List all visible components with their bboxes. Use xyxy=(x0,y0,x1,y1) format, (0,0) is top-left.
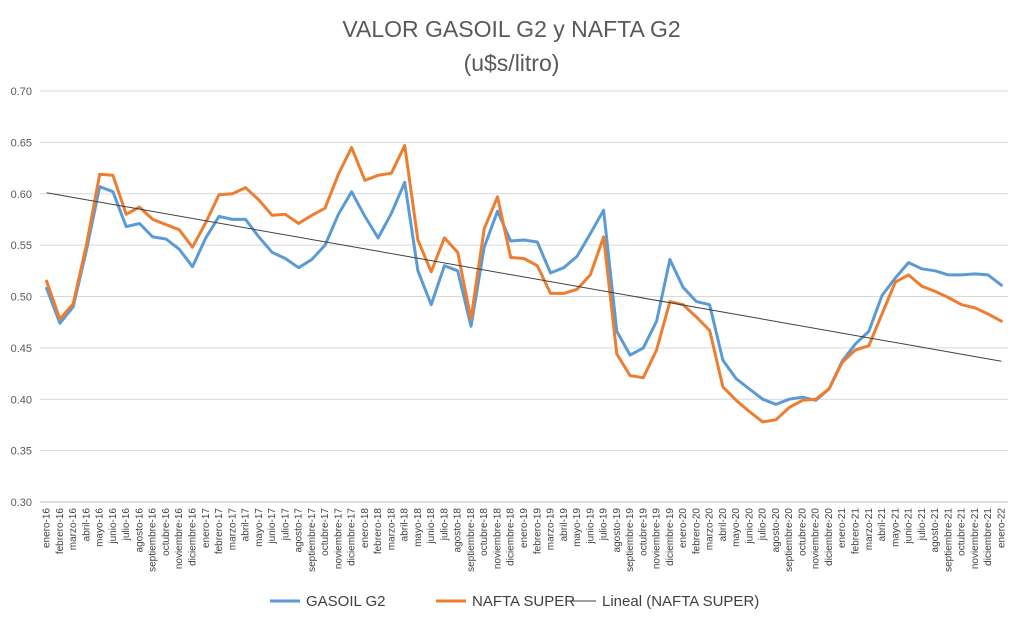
x-tick-label: mayo-17 xyxy=(254,508,265,547)
y-tick-label: 0.65 xyxy=(11,137,32,149)
y-tick-label: 0.50 xyxy=(11,292,32,304)
x-tick-label: noviembre-16 xyxy=(174,508,185,570)
x-tick-label: diciembre-19 xyxy=(665,508,676,566)
x-tick-label: junio-19 xyxy=(585,508,596,545)
x-tick-label: enero-22 xyxy=(996,508,1007,548)
series-line xyxy=(45,180,1003,406)
x-tick-label: agosto-21 xyxy=(930,508,941,553)
x-tick-label: mayo-19 xyxy=(572,508,583,547)
x-tick-label: abril-18 xyxy=(400,508,411,542)
x-tick-label: junio-16 xyxy=(108,508,119,545)
x-tick-label: enero-17 xyxy=(201,508,212,548)
x-tick-label: julio-16 xyxy=(121,508,132,542)
x-tick-label: diciembre-16 xyxy=(187,508,198,566)
x-tick-label: marzo-19 xyxy=(546,508,557,551)
x-tick-label: diciembre-21 xyxy=(983,508,994,566)
x-tick-label: septiembre-17 xyxy=(307,508,318,572)
legend-label: Lineal (NAFTA SUPER) xyxy=(602,593,759,610)
x-tick-label: septiembre-18 xyxy=(466,508,477,572)
x-tick-label: febrero-16 xyxy=(55,508,66,555)
trend-line xyxy=(46,192,1002,362)
x-tick-label: abril-17 xyxy=(241,508,252,542)
x-tick-label: septiembre-19 xyxy=(625,508,636,572)
x-tick-label: octubre-20 xyxy=(797,508,808,556)
x-tick-label: junio-21 xyxy=(904,508,915,545)
x-tick-label: noviembre-18 xyxy=(492,508,503,570)
x-tick-label: noviembre-21 xyxy=(970,508,981,570)
y-tick-label: 0.60 xyxy=(11,189,32,201)
x-tick-label: octubre-19 xyxy=(638,508,649,556)
y-tick-label: 0.30 xyxy=(11,497,32,509)
series-line xyxy=(45,144,1003,424)
x-tick-label: abril-19 xyxy=(559,508,570,542)
x-tick-label: marzo-17 xyxy=(227,508,238,551)
x-tick-label: octubre-18 xyxy=(479,508,490,556)
x-tick-label: julio-17 xyxy=(280,508,291,542)
x-tick-label: noviembre-17 xyxy=(333,508,344,570)
x-tick-label: junio-20 xyxy=(744,508,755,545)
x-tick-label: noviembre-19 xyxy=(652,508,663,570)
y-tick-label: 0.70 xyxy=(11,86,32,98)
x-tick-label: mayo-20 xyxy=(731,508,742,547)
x-tick-label: agosto-16 xyxy=(134,508,145,553)
y-tick-label: 0.55 xyxy=(11,240,32,252)
x-tick-label: marzo-20 xyxy=(705,508,716,551)
x-tick-label: enero-19 xyxy=(519,508,530,548)
x-tick-label: marzo-21 xyxy=(864,508,875,551)
legend-label: NAFTA SUPER xyxy=(472,593,575,610)
x-tick-label: abril-20 xyxy=(718,508,729,542)
x-tick-label: marzo-16 xyxy=(68,508,79,551)
x-tick-label: diciembre-17 xyxy=(347,508,358,566)
x-tick-label: septiembre-16 xyxy=(148,508,159,572)
x-tick-label: agosto-20 xyxy=(771,508,782,553)
x-tick-label: mayo-21 xyxy=(890,508,901,547)
x-tick-label: octubre-21 xyxy=(957,508,968,556)
x-tick-label: abril-16 xyxy=(81,508,92,542)
x-tick-label: agosto-17 xyxy=(294,508,305,553)
x-tick-label: septiembre-20 xyxy=(784,508,795,572)
x-tick-label: julio-20 xyxy=(758,508,769,542)
x-tick-label: febrero-20 xyxy=(691,508,702,555)
x-tick-label: febrero-21 xyxy=(851,508,862,555)
x-tick-label: mayo-18 xyxy=(413,508,424,547)
x-tick-label: mayo-16 xyxy=(95,508,106,547)
y-tick-label: 0.35 xyxy=(11,446,32,458)
x-tick-label: septiembre-21 xyxy=(943,508,954,572)
x-tick-label: junio-17 xyxy=(267,508,278,545)
x-tick-label: enero-20 xyxy=(678,508,689,548)
x-tick-label: febrero-17 xyxy=(214,508,225,555)
x-tick-label: octubre-16 xyxy=(161,508,172,556)
x-tick-label: febrero-19 xyxy=(532,508,543,555)
x-tick-label: marzo-18 xyxy=(386,508,397,551)
y-tick-label: 0.40 xyxy=(11,394,32,406)
x-tick-label: julio-18 xyxy=(439,508,450,542)
chart-title: VALOR GASOIL G2 y NAFTA G2 xyxy=(342,16,681,42)
x-tick-label: diciembre-20 xyxy=(824,508,835,566)
legend-label: GASOIL G2 xyxy=(306,593,385,610)
x-tick-label: julio-21 xyxy=(917,508,928,542)
x-tick-label: enero-16 xyxy=(42,508,53,548)
x-tick-label: enero-21 xyxy=(837,508,848,548)
x-tick-label: agosto-18 xyxy=(453,508,464,553)
x-tick-label: julio-19 xyxy=(599,508,610,542)
x-tick-label: agosto-19 xyxy=(612,508,623,553)
x-tick-label: diciembre-18 xyxy=(506,508,517,566)
x-tick-label: enero-18 xyxy=(360,508,371,548)
y-tick-label: 0.45 xyxy=(11,343,32,355)
x-tick-label: abril-21 xyxy=(877,508,888,542)
chart-subtitle: (u$s/litro) xyxy=(463,50,560,76)
x-tick-label: febrero-18 xyxy=(373,508,384,555)
x-tick-label: octubre-17 xyxy=(320,508,331,556)
x-tick-label: noviembre-20 xyxy=(811,508,822,570)
x-tick-label: junio-18 xyxy=(426,508,437,545)
